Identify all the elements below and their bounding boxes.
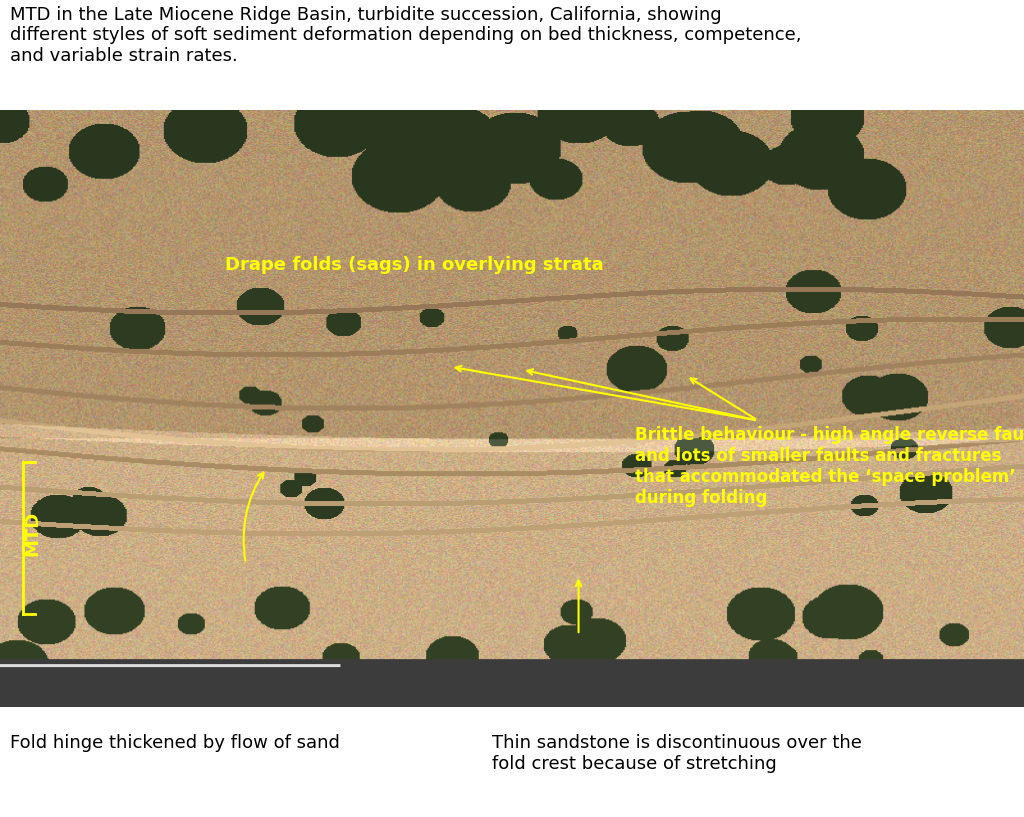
Text: MTD: MTD [24, 511, 42, 556]
Text: MTD in the Late Miocene Ridge Basin, turbidite succession, California, showing
d: MTD in the Late Miocene Ridge Basin, tur… [10, 6, 802, 65]
Text: Fold hinge thickened by flow of sand: Fold hinge thickened by flow of sand [10, 734, 340, 752]
Text: Brittle behaviour - high angle reverse faults
and lots of smaller faults and fra: Brittle behaviour - high angle reverse f… [635, 426, 1024, 507]
Text: Drape folds (sags) in overlying strata: Drape folds (sags) in overlying strata [225, 257, 604, 275]
Text: Thin sandstone is discontinuous over the
fold crest because of stretching: Thin sandstone is discontinuous over the… [492, 734, 861, 773]
